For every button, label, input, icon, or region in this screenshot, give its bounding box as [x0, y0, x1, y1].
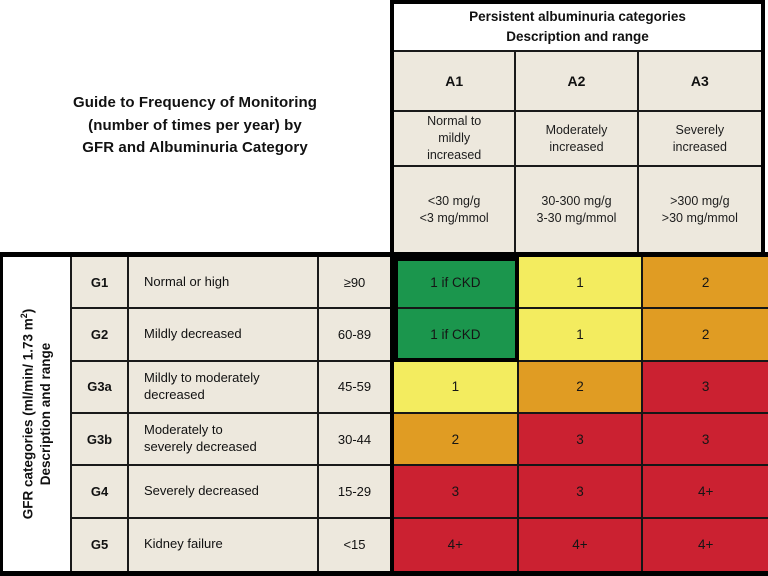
gfr-desc-g3a: Mildly to moderately decreased [129, 361, 319, 414]
gfr-code-g3a: G3a [72, 361, 129, 414]
title-area: Guide to Frequency of Monitoring (number… [0, 0, 390, 252]
gfr-axis-title: GFR categories (ml/min/ 1.73 m2) Descrip… [19, 259, 55, 569]
gfr-range-g1: ≥90 [319, 257, 390, 310]
frequency-cell-g1-a3: 2 [643, 257, 768, 310]
gfr-code-g4: G4 [72, 466, 129, 519]
frequency-cell-g3b-a3: 3 [643, 413, 768, 467]
gfr-desc-g5: Kidney failure [129, 518, 319, 571]
frequency-cell-g5-a3: 4+ [643, 518, 768, 571]
frequency-cell-g5-a1: 4+ [394, 518, 519, 571]
albuminuria-desc-a3: Severely increased [638, 112, 761, 167]
gfr-code-g1: G1 [72, 257, 129, 310]
albuminuria-desc-a2: Moderately increased [516, 112, 639, 167]
gfr-desc-g4: Severely decreased [129, 466, 319, 519]
albuminuria-code-a1: A1 [394, 52, 517, 112]
frequency-cell-g5-a2: 4+ [518, 518, 644, 571]
frequency-cell-g2-a1: 1 if CKD [394, 309, 519, 362]
gfr-axis-strip: GFR categories (ml/min/ 1.73 m2) Descrip… [3, 257, 72, 571]
gfr-range-g5: <15 [343, 537, 366, 553]
frequency-cell-g3b-a1: 2 [394, 413, 519, 467]
superscript-2: 2 [18, 313, 29, 319]
frequency-cell-g4-a2: 3 [518, 466, 644, 519]
frequency-cell-g3b-a2: 3 [518, 413, 644, 467]
frequency-cell-g2-a3: 2 [643, 309, 768, 362]
albuminuria-range-a2: 30-300 mg/g 3-30 mg/mmol [516, 167, 639, 252]
gfr-axis-line2: Description and range [37, 342, 53, 486]
frequency-cell-g4-a3: 4+ [643, 466, 768, 519]
gfr-axis-line1: GFR categories (ml/min/ 1.73 m2) [18, 308, 36, 520]
albuminuria-range-a1: <30 mg/g <3 mg/mmol [394, 167, 517, 252]
frequency-cell-g1-a2: 1 [518, 257, 644, 310]
frequency-grid: 1 if CKD 1 2 1 if CKD 1 2 1 2 3 2 3 3 3 … [390, 252, 768, 576]
frequency-cell-g2-a2: 1 [518, 309, 644, 362]
gfr-code-g2: G2 [72, 309, 129, 362]
gfr-code-g5: G5 [72, 518, 129, 571]
frequency-cell-g3a-a2: 2 [518, 361, 644, 414]
gfr-code-g3b: G3b [72, 413, 129, 467]
albuminuria-header-block: Persistent albuminuria categories Descri… [390, 0, 765, 252]
gfr-desc-g3b: Moderately to severely decreased [129, 413, 319, 467]
albuminuria-axis-title: Persistent albuminuria categories Descri… [394, 4, 761, 52]
gfr-range-g3b: 30-44 [319, 414, 390, 467]
frequency-cell-g3a-a3: 3 [643, 361, 768, 414]
albuminuria-range-a3: >300 mg/g >30 mg/mmol [661, 193, 738, 225]
albuminuria-code-a3: A3 [638, 52, 761, 112]
frequency-cell-g3a-a1: 1 [394, 361, 519, 414]
albuminuria-desc-a1: Normal to mildly increased [394, 112, 517, 167]
albuminuria-code-a2: A2 [516, 52, 639, 112]
frequency-cell-g1-a1: 1 if CKD [394, 257, 519, 310]
gfr-desc-g1: Normal or high [129, 257, 319, 310]
gfr-desc-g2: Mildly decreased [129, 309, 319, 362]
figure-title: Guide to Frequency of Monitoring (number… [72, 94, 318, 157]
gfr-rows-block: GFR categories (ml/min/ 1.73 m2) Descrip… [0, 252, 390, 576]
gfr-range-g4: 15-29 [319, 466, 390, 519]
frequency-cell-g4-a1: 3 [394, 466, 519, 519]
gfr-range-g2: 60-89 [319, 309, 390, 362]
gfr-range-g3a: 45-59 [319, 362, 390, 414]
